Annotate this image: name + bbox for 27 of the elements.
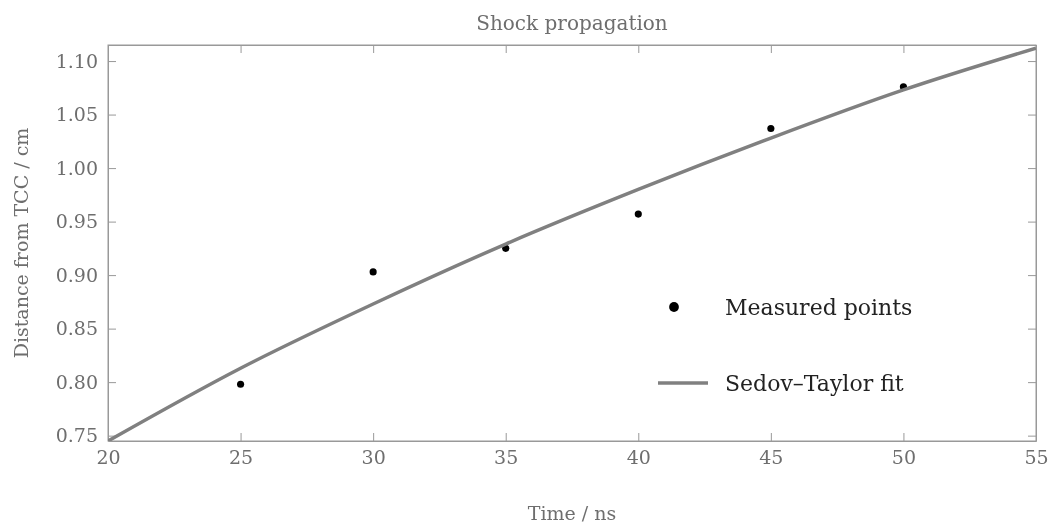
point bbox=[502, 244, 510, 252]
point bbox=[237, 380, 245, 388]
y-tick-label: 0.95 bbox=[55, 210, 98, 233]
x-tick-label: 25 bbox=[228, 446, 254, 469]
x-axis-title: Time / ns bbox=[527, 502, 617, 524]
y-tick-label: 0.75 bbox=[55, 424, 98, 447]
x-tick-label: 35 bbox=[494, 446, 519, 469]
legend-label: Sedov–Taylor fit bbox=[725, 371, 904, 396]
y-tick-label: 0.80 bbox=[55, 370, 98, 393]
x-tick-label: 45 bbox=[759, 446, 784, 469]
y-tick-label: 1.05 bbox=[55, 103, 98, 126]
line-series bbox=[108, 46, 1036, 441]
x-tick-label: 20 bbox=[96, 446, 121, 469]
x-tick-label: 55 bbox=[1024, 446, 1049, 469]
point bbox=[767, 124, 775, 133]
legend-label: Measured points bbox=[725, 295, 913, 320]
chart-title: Shock propagation bbox=[476, 11, 668, 35]
y-tick-label: 1.00 bbox=[55, 156, 98, 179]
point bbox=[369, 268, 377, 276]
point bbox=[634, 210, 642, 218]
x-tick-label: 30 bbox=[361, 446, 386, 469]
x-tick-label: 40 bbox=[626, 446, 651, 469]
y-axis-title: Distance from TCC / cm bbox=[10, 127, 32, 359]
y-tick-label: 1.10 bbox=[55, 49, 98, 72]
x-tick-label: 50 bbox=[891, 446, 917, 469]
y-tick-label: 0.90 bbox=[55, 263, 98, 286]
y-tick-label: 0.85 bbox=[55, 317, 98, 340]
